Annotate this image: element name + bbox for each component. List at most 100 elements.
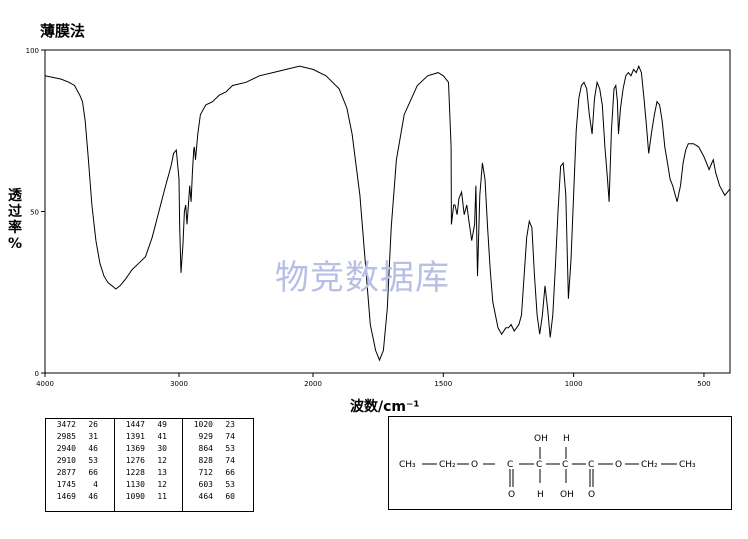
- peak-column: 1020 23 929 74 864 53 828 74 712 66 603 53 464 60: [182, 419, 253, 511]
- peak-row: 1228 13: [115, 467, 185, 479]
- struct-label: CH₃: [679, 460, 696, 470]
- peak-wavenumber: 1130: [125, 480, 145, 489]
- struct-label: CH₂: [641, 460, 658, 470]
- structure-box: CH₃ CH₂ O C C C C O CH₂ CH₃ OH H O H OH …: [388, 416, 732, 510]
- struct-label: O: [615, 460, 622, 470]
- peak-transmittance: 74: [225, 432, 235, 441]
- peak-transmittance: 4: [93, 480, 98, 489]
- peak-row: 1130 12: [115, 479, 185, 491]
- method-label: 薄膜法: [40, 22, 86, 40]
- peak-wavenumber: 1369: [125, 444, 145, 453]
- x-tick-label: 500: [697, 380, 710, 388]
- peak-transmittance: 66: [225, 468, 235, 477]
- peak-wavenumber: 3472: [56, 420, 76, 429]
- peak-transmittance: 41: [157, 432, 167, 441]
- peak-transmittance: 26: [88, 420, 98, 429]
- struct-label: CH₃: [399, 460, 416, 470]
- y-label-char: 透: [8, 188, 22, 204]
- peak-transmittance: 13: [157, 468, 167, 477]
- struct-label: H: [563, 434, 570, 444]
- peak-wavenumber: 1276: [125, 456, 145, 465]
- peak-row: 464 60: [183, 491, 253, 503]
- plot-frame: [44, 49, 731, 374]
- peak-column: 3472 26 2985 31 2940 46 2910 53 2877 66 1745 4 1469 4…: [46, 419, 116, 511]
- y-axis-label: 透 过 率 %: [4, 188, 26, 252]
- struct-label: O: [471, 460, 478, 470]
- peak-row: 1745 4: [46, 479, 116, 491]
- peak-wavenumber: 1391: [125, 432, 145, 441]
- y-tick-label: 0: [35, 370, 39, 378]
- x-tick-label: 3000: [170, 380, 188, 388]
- peak-row: 712 66: [183, 467, 253, 479]
- peak-transmittance: 53: [225, 444, 235, 453]
- x-tick-label: 1500: [434, 380, 452, 388]
- peak-transmittance: 31: [88, 432, 98, 441]
- peak-wavenumber: 2940: [56, 444, 76, 453]
- struct-label: C: [562, 460, 568, 470]
- peak-wavenumber: 1228: [125, 468, 145, 477]
- peak-transmittance: 53: [88, 456, 98, 465]
- peak-transmittance: 46: [88, 492, 98, 501]
- peak-row: 2985 31: [46, 431, 116, 443]
- spectrum-line: [44, 64, 731, 362]
- struct-label: C: [507, 460, 513, 470]
- chart-axes: [44, 49, 731, 374]
- peak-row: 3472 26: [46, 419, 116, 431]
- peak-transmittance: 74: [225, 456, 235, 465]
- y-label-char: 过: [8, 204, 22, 220]
- struct-label: O: [508, 490, 515, 500]
- peak-row: 1090 11: [115, 491, 185, 503]
- peak-wavenumber: 1090: [125, 492, 145, 501]
- peak-row: 1391 41: [115, 431, 185, 443]
- peak-transmittance: 12: [157, 456, 167, 465]
- peak-wavenumber: 2985: [56, 432, 76, 441]
- x-axis-label: 波数/cm⁻¹: [350, 399, 420, 415]
- peak-transmittance: 23: [225, 420, 235, 429]
- peak-row: 864 53: [183, 443, 253, 455]
- peak-transmittance: 60: [225, 492, 235, 501]
- peak-wavenumber: 464: [198, 492, 213, 501]
- peak-row: 828 74: [183, 455, 253, 467]
- peak-transmittance: 11: [157, 492, 167, 501]
- x-tick-label: 2000: [304, 380, 322, 388]
- peak-row: 1369 30: [115, 443, 185, 455]
- peak-table: 3472 26 2985 31 2940 46 2910 53 2877 66 1745 4 1469 4…: [45, 418, 254, 512]
- peak-row: 2877 66: [46, 467, 116, 479]
- peak-transmittance: 66: [88, 468, 98, 477]
- struct-label: H: [537, 490, 544, 500]
- peak-wavenumber: 603: [198, 480, 213, 489]
- peak-wavenumber: 1469: [56, 492, 76, 501]
- peak-wavenumber: 864: [198, 444, 213, 453]
- peak-wavenumber: 1447: [125, 420, 145, 429]
- y-tick-label: 50: [30, 209, 39, 217]
- peak-row: 1447 49: [115, 419, 185, 431]
- struct-label: CH₂: [439, 460, 456, 470]
- y-label-char: 率: [8, 220, 22, 236]
- peak-row: 1276 12: [115, 455, 185, 467]
- watermark: 物竞数据库: [275, 258, 450, 298]
- x-tick-label: 4000: [36, 380, 54, 388]
- peak-row: 929 74: [183, 431, 253, 443]
- struct-label: OH: [534, 434, 548, 444]
- y-tick-label: 100: [26, 47, 39, 55]
- peak-transmittance: 30: [157, 444, 167, 453]
- struct-label: C: [536, 460, 542, 470]
- peak-column: 1447 49 1391 41 1369 30 1276 12 1228 13 1130 12 1090…: [114, 419, 185, 511]
- chart-ticks: 4000 3000 2000 1500 1000 500 0 50 100: [26, 47, 711, 388]
- peak-wavenumber: 712: [198, 468, 213, 477]
- peak-row: 1469 46: [46, 491, 116, 503]
- x-tick-label: 1000: [565, 380, 583, 388]
- peak-row: 1020 23: [183, 419, 253, 431]
- peak-transmittance: 12: [157, 480, 167, 489]
- peak-transmittance: 53: [225, 480, 235, 489]
- peak-row: 603 53: [183, 479, 253, 491]
- struct-label: C: [588, 460, 594, 470]
- peak-wavenumber: 2877: [56, 468, 76, 477]
- peak-transmittance: 49: [157, 420, 167, 429]
- molecular-structure: CH₃ CH₂ O C C C C O CH₂ CH₃ OH H O H OH …: [399, 434, 696, 500]
- struct-label: OH: [560, 490, 574, 500]
- peak-wavenumber: 929: [198, 432, 213, 441]
- peak-transmittance: 46: [88, 444, 98, 453]
- peak-wavenumber: 1020: [193, 420, 213, 429]
- y-label-char: %: [7, 236, 23, 252]
